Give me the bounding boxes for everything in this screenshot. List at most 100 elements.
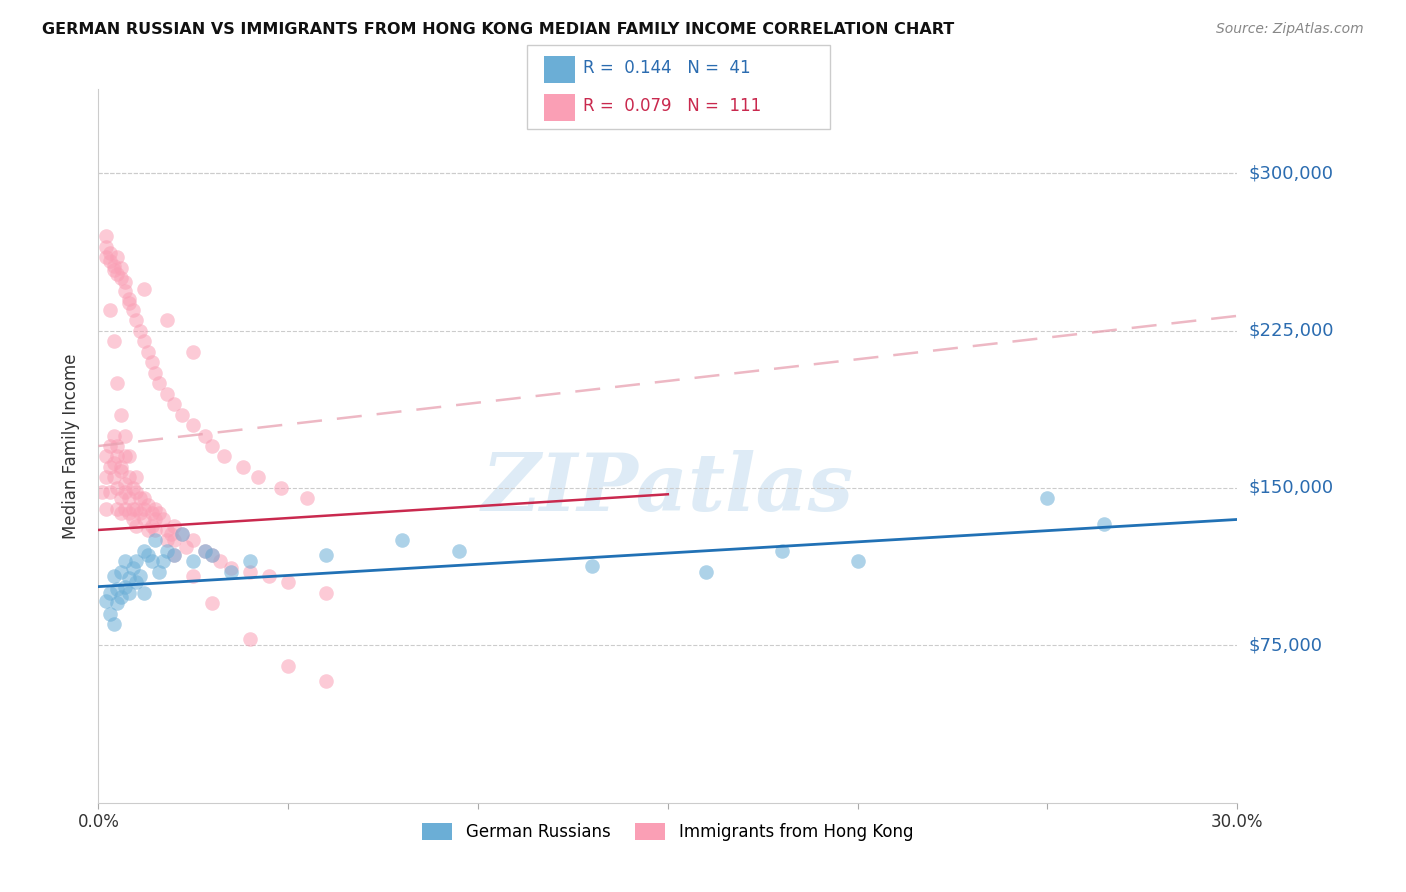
Point <box>270 481 292 495</box>
Point <box>103 456 125 470</box>
Point <box>183 569 205 583</box>
Point <box>239 554 262 568</box>
Point <box>114 275 136 289</box>
Point <box>183 554 205 568</box>
Point <box>391 533 413 548</box>
Point <box>212 450 235 464</box>
Text: $150,000: $150,000 <box>1249 479 1333 497</box>
Point <box>695 565 717 579</box>
Point <box>125 554 148 568</box>
Point <box>201 548 224 562</box>
Point <box>121 481 143 495</box>
Point <box>107 450 129 464</box>
Point <box>107 250 129 264</box>
Point <box>297 491 319 506</box>
Point <box>121 302 143 317</box>
Point <box>163 518 186 533</box>
Point <box>110 408 132 422</box>
Point <box>125 313 148 327</box>
Text: Source: ZipAtlas.com: Source: ZipAtlas.com <box>1216 22 1364 37</box>
Text: $75,000: $75,000 <box>1249 636 1323 655</box>
Point <box>194 544 217 558</box>
Point <box>152 554 174 568</box>
Point <box>107 582 129 596</box>
Point <box>159 527 181 541</box>
Point <box>110 590 132 604</box>
Point <box>98 246 121 260</box>
Point <box>125 502 148 516</box>
Point <box>125 518 148 533</box>
Point <box>110 271 132 285</box>
Point <box>107 267 129 281</box>
Point <box>136 344 159 359</box>
Point <box>103 259 125 273</box>
Point <box>183 344 205 359</box>
Point <box>94 594 117 608</box>
Point <box>239 632 262 646</box>
Point <box>110 565 132 579</box>
Point <box>148 376 170 390</box>
Point <box>141 506 163 520</box>
Point <box>201 439 224 453</box>
Point <box>277 659 299 673</box>
Point <box>156 386 179 401</box>
Text: ZIPatlas: ZIPatlas <box>482 450 853 527</box>
Point <box>103 470 125 484</box>
Y-axis label: Median Family Income: Median Family Income <box>62 353 80 539</box>
Point <box>148 506 170 520</box>
Point <box>94 502 117 516</box>
Point <box>315 548 337 562</box>
Point <box>118 292 141 306</box>
Point <box>114 284 136 298</box>
Point <box>103 262 125 277</box>
Point <box>132 491 155 506</box>
Point <box>118 450 141 464</box>
Point <box>136 523 159 537</box>
Point <box>129 324 152 338</box>
Point <box>98 302 121 317</box>
Point <box>170 527 193 541</box>
Point <box>114 476 136 491</box>
Point <box>152 512 174 526</box>
Point <box>94 470 117 484</box>
Point <box>315 674 337 689</box>
Point <box>110 506 132 520</box>
Point <box>156 523 179 537</box>
Point <box>259 569 281 583</box>
Point <box>163 397 186 411</box>
Point <box>103 334 125 348</box>
Legend: German Russians, Immigrants from Hong Kong: German Russians, Immigrants from Hong Ko… <box>416 816 920 848</box>
Point <box>232 460 254 475</box>
Point <box>141 554 163 568</box>
Point <box>110 260 132 275</box>
Point <box>118 470 141 484</box>
Point <box>163 533 186 548</box>
Point <box>1036 491 1059 506</box>
Point <box>114 580 136 594</box>
Point <box>163 548 186 562</box>
Point <box>194 544 217 558</box>
Text: $225,000: $225,000 <box>1249 321 1334 340</box>
Point <box>246 470 269 484</box>
Point <box>132 586 155 600</box>
Point <box>277 575 299 590</box>
Point <box>141 355 163 369</box>
Point <box>121 560 143 574</box>
Point <box>98 460 121 475</box>
Point <box>98 485 121 500</box>
Point <box>145 533 167 548</box>
Point <box>94 250 117 264</box>
Point <box>125 575 148 590</box>
Point <box>201 596 224 610</box>
Point <box>183 533 205 548</box>
Point <box>118 586 141 600</box>
Point <box>129 491 152 506</box>
Point <box>132 502 155 516</box>
Point <box>107 502 129 516</box>
Point <box>163 548 186 562</box>
Point <box>114 502 136 516</box>
Point <box>94 229 117 244</box>
Point <box>194 428 217 442</box>
Point <box>132 544 155 558</box>
Point <box>145 523 167 537</box>
